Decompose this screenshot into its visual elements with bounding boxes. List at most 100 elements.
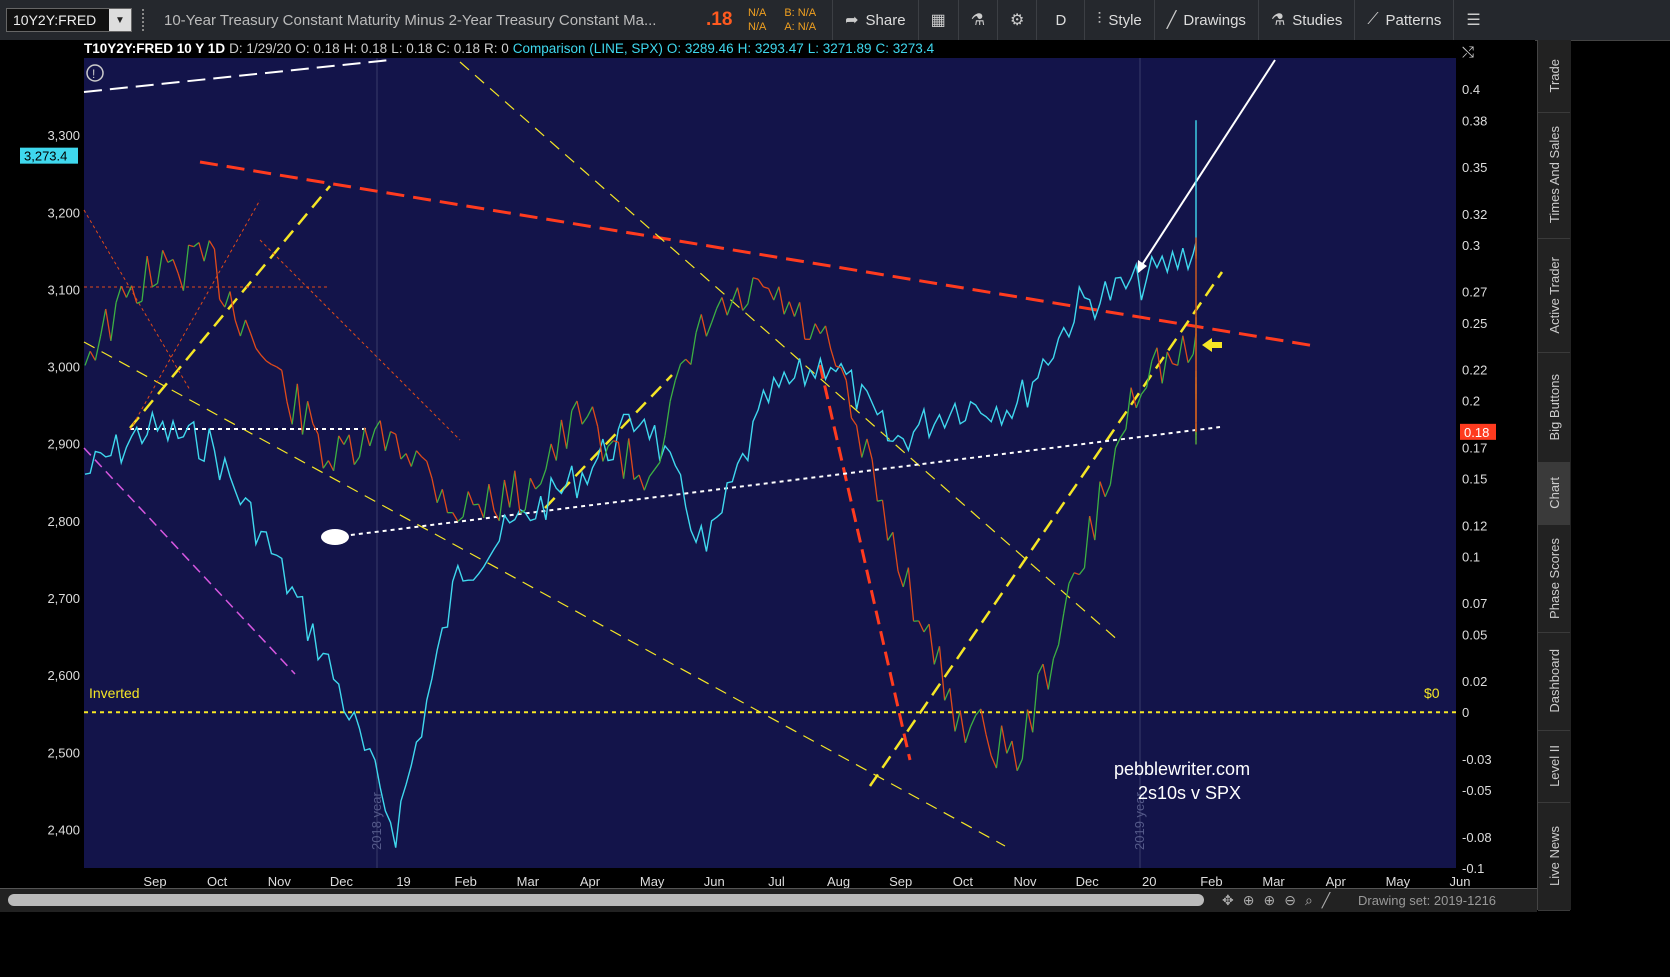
spread-up-segment: [343, 434, 350, 445]
spread-down-segment: [477, 503, 485, 519]
spread-down-segment: [379, 420, 386, 451]
spread-down-segment: [1000, 725, 1008, 754]
tab-times-and-sales[interactable]: Times And Sales: [1538, 112, 1570, 239]
spread-down-segment: [907, 567, 915, 622]
symbol-value[interactable]: 10Y2Y:FRED: [13, 12, 97, 28]
spread-down-segment: [467, 491, 474, 506]
spread-down-segment: [431, 478, 438, 503]
x-tick-label: Mar: [1262, 874, 1285, 889]
spread-up-segment: [933, 646, 941, 665]
chart-settings-button[interactable]: ▦: [917, 0, 958, 40]
spread-up-segment: [1135, 394, 1143, 409]
zoom-out-icon[interactable]: ⊖: [1284, 892, 1296, 908]
zero-label: $0: [1424, 685, 1440, 701]
patterns-button[interactable]: ⟋ Patterns: [1354, 0, 1453, 40]
experiment-button[interactable]: ⚗: [957, 0, 997, 40]
x-tick-label: May: [1386, 874, 1411, 889]
spread-down-segment: [1172, 362, 1178, 366]
symbol-input[interactable]: 10Y2Y:FRED ▼: [6, 8, 132, 32]
menu-button[interactable]: ☰: [1453, 0, 1492, 40]
ask-value: A: N/A: [784, 21, 817, 33]
chart-svg[interactable]: 2018 year 2019 year 3,300 3,200 3,100 3,000 2…: [0, 40, 1535, 910]
spread-up-segment: [964, 726, 972, 743]
spread-down-segment: [234, 319, 241, 337]
spread-down-segment: [757, 278, 764, 288]
x-tick-label: Oct: [207, 874, 228, 889]
studies-label: Studies: [1292, 11, 1343, 29]
tab-trade[interactable]: Trade: [1538, 40, 1570, 113]
spread-up-segment: [353, 456, 361, 465]
right-tick-label: 0.2: [1462, 394, 1480, 409]
tab-chart[interactable]: Chart: [1538, 462, 1570, 525]
settings-button[interactable]: ⚙: [997, 0, 1036, 40]
candlestick-icon: ⫶: [1097, 11, 1102, 28]
spread-up-segment: [84, 351, 91, 366]
spread-up-segment: [322, 460, 329, 469]
tab-big-buttons[interactable]: Big Buttons: [1538, 352, 1570, 463]
spread-up-segment: [695, 314, 702, 333]
right-tick-label: 0.22: [1462, 363, 1487, 378]
spread-up-segment: [1177, 335, 1184, 366]
spread-up-segment: [508, 470, 516, 508]
spread-up-segment: [773, 286, 780, 301]
spread-up-segment: [400, 453, 407, 460]
pan-icon[interactable]: ✥: [1222, 892, 1234, 908]
spread-down-segment: [850, 417, 858, 426]
tab-live-news[interactable]: Live News: [1538, 802, 1570, 911]
right-tick-label: 0.4: [1462, 82, 1480, 97]
zoom-in-icon[interactable]: ⊕: [1263, 892, 1276, 908]
spread-up-segment: [586, 406, 594, 418]
right-tick-label: 0.35: [1462, 160, 1487, 175]
spread-up-segment: [374, 420, 381, 430]
comp-high: H: 3293.47: [737, 41, 804, 56]
spread-down-segment: [980, 708, 987, 735]
grid-settings-icon: ▦: [930, 12, 946, 29]
spread-up-segment: [654, 461, 661, 470]
left-price-badge-label: 3,273.4: [24, 149, 67, 164]
drag-handle-icon[interactable]: [142, 9, 150, 31]
x-tick-label: Sep: [889, 874, 912, 889]
x-tick-label: Oct: [953, 874, 974, 889]
spread-up-segment: [1083, 515, 1091, 568]
tab-dashboard[interactable]: Dashboard: [1538, 632, 1570, 731]
collapse-icon[interactable]: ⤭: [1462, 44, 1474, 61]
tab-phase-scores[interactable]: Phase Scores: [1538, 524, 1570, 633]
style-button[interactable]: ⫶ Style: [1084, 0, 1153, 40]
spread-up-segment: [239, 319, 247, 337]
spread-down-segment: [338, 435, 345, 445]
spread-down-segment: [219, 299, 226, 308]
spread-down-segment: [763, 286, 769, 290]
spread-down-segment: [628, 438, 635, 480]
chart-area[interactable]: 2018 year 2019 year 3,300 3,200 3,100 3,000 2…: [0, 40, 1535, 910]
tab-active-trader[interactable]: Active Trader: [1538, 238, 1570, 353]
x-tick-label: Sep: [143, 874, 166, 889]
drawings-layer: [83, 59, 1456, 847]
spread-down-segment: [576, 400, 583, 425]
symbol-dropdown-icon[interactable]: ▼: [109, 9, 131, 31]
crosshair-icon[interactable]: ⊕: [1242, 892, 1255, 908]
tab-level-ii[interactable]: Level II: [1538, 730, 1570, 803]
spread-down-segment: [1166, 351, 1174, 364]
year-mark-label: 2018 year: [369, 792, 384, 850]
spread-up-segment: [1057, 613, 1065, 645]
spread-down-segment: [177, 273, 185, 291]
share-button[interactable]: ➦ Share: [832, 0, 917, 40]
zoom-icon[interactable]: ⌕: [1304, 892, 1313, 908]
spread-up-segment: [369, 428, 376, 447]
drawings-button[interactable]: ╱ Drawings: [1153, 0, 1258, 40]
right-tick-label: 0.07: [1462, 596, 1487, 611]
right-tick-label: 0.32: [1462, 207, 1487, 222]
spread-up-segment: [581, 416, 588, 425]
spread-down-segment: [928, 623, 935, 665]
spread-up-segment: [995, 725, 1003, 769]
chart-scrollbar[interactable]: [8, 894, 1204, 906]
spread-down-segment: [198, 242, 205, 262]
info-icon-glyph: !: [92, 67, 95, 81]
spread-up-segment: [519, 509, 526, 514]
spread-up-segment: [1104, 484, 1111, 498]
spread-up-segment: [607, 440, 614, 447]
draw-line-icon[interactable]: ╱: [1321, 892, 1331, 908]
info-icon[interactable]: [86, 64, 104, 82]
period-button[interactable]: D: [1036, 0, 1084, 40]
studies-button[interactable]: ⚗ Studies: [1257, 0, 1354, 40]
